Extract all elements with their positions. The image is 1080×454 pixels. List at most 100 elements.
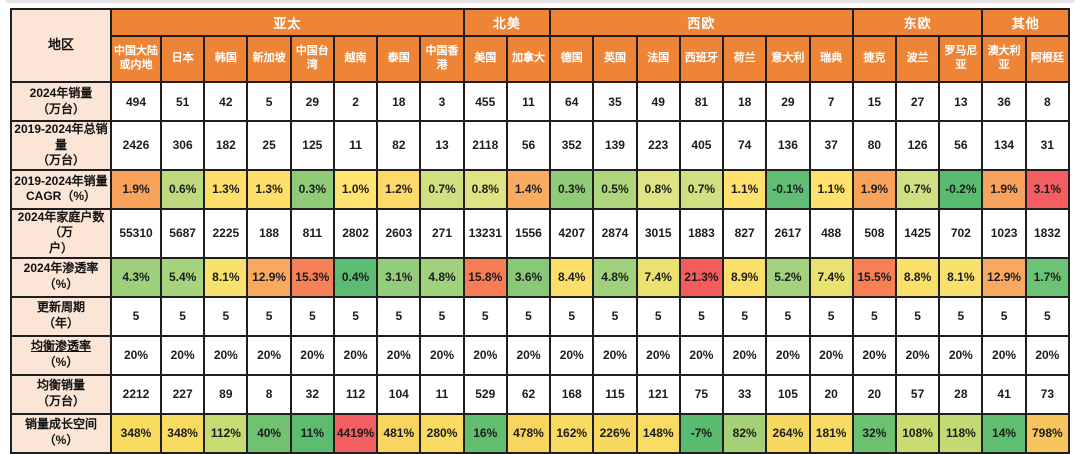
data-cell: 20% (808, 334, 854, 376)
data-cell: 1.1% (808, 168, 854, 210)
data-cell: 5 (765, 295, 811, 337)
data-cell: 35 (592, 81, 638, 122)
region-group-header: 东欧 (851, 8, 984, 37)
data-cell: 5.4% (159, 256, 206, 298)
data-cell: 5 (722, 295, 768, 337)
data-cell: 62 (505, 373, 552, 415)
data-cell: 5 (376, 295, 422, 337)
data-cell: 82% (722, 412, 768, 454)
data-cell: 1.0% (332, 168, 379, 210)
data-cell: 5.2% (765, 256, 811, 298)
data-cell: 348% (159, 412, 206, 454)
data-cell: 5 (505, 295, 552, 337)
data-cell: 2617 (765, 207, 811, 259)
data-cell: 74 (722, 120, 768, 171)
data-cell: 5 (246, 295, 292, 337)
data-cell: 5 (332, 295, 379, 337)
table-row: 销量成长空间 （%） 348% 348% 112% 40% 11% 4419% 481% 280%… (10, 412, 1071, 454)
data-cell: 0.6% (159, 168, 206, 210)
data-cell: 20 (808, 373, 854, 415)
table-head: 地区 亚太 北美 西欧 东欧 其他 中国大陆或内地 日本 韩国 新加坡 中国台湾 越南 泰国 中国香港 美国… (10, 8, 1071, 83)
data-cell: 57 (894, 373, 941, 415)
country-header: 日本 (159, 35, 206, 83)
country-header: 韩国 (203, 35, 249, 83)
data-cell: 4.8% (592, 256, 638, 298)
table-row: 2019-2024年销量 CAGR（%） 1.9% 0.6% 1.3% 1.3% 0.3% 1… (10, 168, 1071, 210)
data-cell: 5 (1024, 295, 1071, 337)
data-cell: 8 (1024, 81, 1071, 122)
row-header-line: （年） (42, 316, 79, 331)
data-cell: 5 (894, 295, 941, 337)
data-cell: 37 (808, 120, 854, 171)
data-cell: -0.2% (938, 168, 984, 210)
data-cell: 20% (765, 334, 811, 376)
data-cell: 32% (851, 412, 897, 454)
data-cell: 5 (635, 295, 681, 337)
data-cell: 5687 (159, 207, 206, 259)
region-group-header: 亚太 (110, 8, 465, 37)
row-header: 2019-2024年销量 CAGR（%） (10, 168, 112, 210)
data-cell: 702 (938, 207, 984, 259)
data-cell: 20 (851, 373, 897, 415)
data-cell: 134 (981, 120, 1027, 171)
data-cell: 798% (1024, 412, 1071, 454)
row-header: 均衡渗透率 （%） (10, 334, 112, 376)
data-cell: 15.3% (289, 256, 335, 298)
country-header: 法国 (635, 35, 681, 83)
data-cell: 2802 (332, 207, 379, 259)
data-cell: 811 (289, 207, 335, 259)
data-cell: 20% (419, 334, 465, 376)
country-header: 越南 (332, 35, 379, 83)
data-cell: 4207 (549, 207, 595, 259)
data-cell: 125 (289, 120, 335, 171)
country-header: 加拿大 (505, 35, 552, 83)
data-cell: 1425 (894, 207, 941, 259)
data-cell: 529 (462, 373, 508, 415)
data-cell: 27 (894, 81, 941, 122)
table-row: 2024年销量 （万台） 494 51 42 5 29 2 18 3 455 11 64 35 49 81 18… (10, 81, 1071, 122)
data-cell: 5 (203, 295, 249, 337)
data-cell: 49 (635, 81, 681, 122)
table-row: 2024年渗透率 （%） 4.3% 5.4% 8.1% 12.9% 15.3% 0.4% 3.1… (10, 256, 1071, 298)
data-cell: 1.3% (246, 168, 292, 210)
data-cell: 11 (505, 81, 552, 122)
data-cell: 306 (159, 120, 206, 171)
data-cell: 494 (110, 81, 162, 122)
data-cell: 51 (159, 81, 206, 122)
data-cell: 488 (808, 207, 854, 259)
data-cell: 271 (419, 207, 465, 259)
regional-table: 地区 亚太 北美 西欧 东欧 其他 中国大陆或内地 日本 韩国 新加坡 中国台湾 越南 泰国 中国香港 美国… (10, 8, 1071, 454)
data-cell: 20% (203, 334, 249, 376)
row-header-line: 2024年渗透率 (23, 261, 99, 276)
data-cell: 81 (678, 81, 725, 122)
data-cell: 15.5% (851, 256, 897, 298)
data-cell: 405 (678, 120, 725, 171)
data-cell: 33 (722, 373, 768, 415)
country-header: 罗马尼亚 (938, 35, 984, 83)
data-cell: 112% (203, 412, 249, 454)
data-cell: 20% (289, 334, 335, 376)
data-cell: 0.3% (289, 168, 335, 210)
data-cell: 0.7% (419, 168, 465, 210)
data-cell: 181% (808, 412, 854, 454)
data-cell: 15 (851, 81, 897, 122)
data-cell: 20% (678, 334, 725, 376)
data-cell: 139 (592, 120, 638, 171)
data-cell: 8 (246, 373, 292, 415)
data-cell: 5 (110, 295, 162, 337)
data-cell: 5 (808, 295, 854, 337)
data-cell: 56 (505, 120, 552, 171)
row-header: 更新周期 （年） (10, 295, 112, 337)
data-cell: 3 (419, 81, 465, 122)
data-cell: 1.4% (505, 168, 552, 210)
row-header-line: 更新周期 (36, 300, 85, 315)
row-header-line: 2019-2024年销量 (14, 173, 108, 188)
table-row: 均衡渗透率 （%） 20% 20% 20% 20% 20% 20% 20% 20% 20% 20% 20… (10, 334, 1071, 376)
data-cell: 8.9% (722, 256, 768, 298)
data-cell: 20% (549, 334, 595, 376)
country-header: 美国 (462, 35, 508, 83)
data-cell: 827 (722, 207, 768, 259)
data-cell: 1.9% (851, 168, 897, 210)
data-cell: 481% (376, 412, 422, 454)
row-header-line: 均衡渗透率 (30, 339, 91, 354)
